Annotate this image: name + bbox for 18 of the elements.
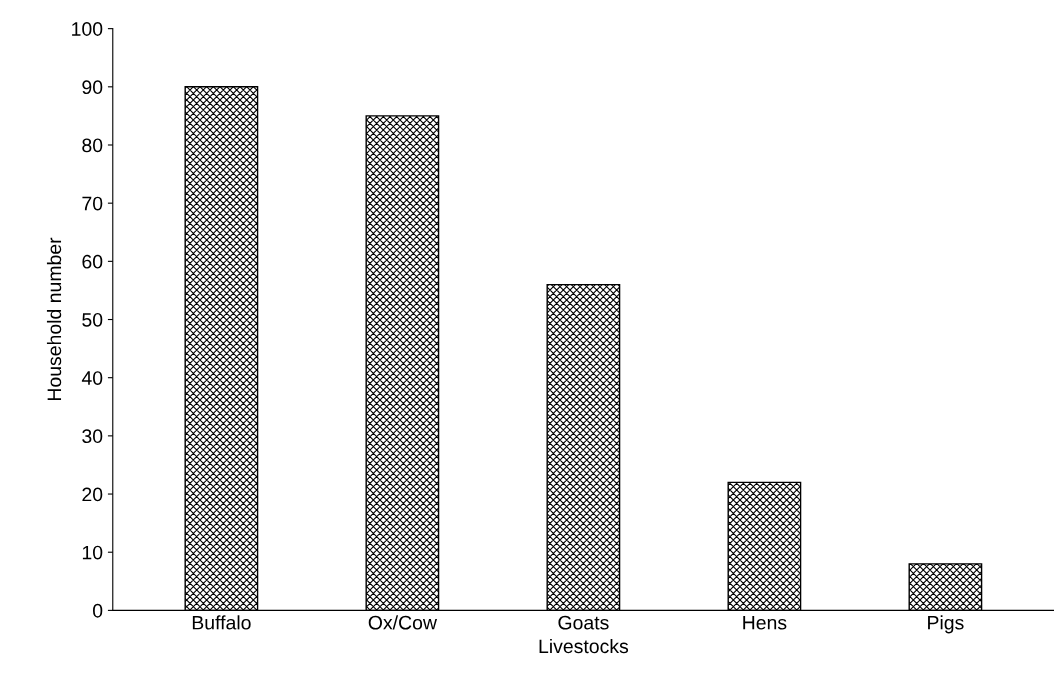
x-axis-title: Livestocks <box>539 638 629 654</box>
y-tick-label: 10 <box>82 545 103 560</box>
y-tick-label: 40 <box>81 371 103 385</box>
y-tick-label: 50 <box>82 312 103 327</box>
y-tick-label: 0 <box>93 603 103 618</box>
y-tick-label: 30 <box>82 429 103 444</box>
x-tick-label: Goats <box>558 615 609 630</box>
y-tick-label: 70 <box>82 196 103 211</box>
y-tick-label: 60 <box>82 254 103 269</box>
y-tick-label: 90 <box>82 80 103 95</box>
y-tick-label: 80 <box>82 138 103 153</box>
y-tick-label: 20 <box>82 487 103 502</box>
x-tick-label: Hens <box>743 615 787 630</box>
x-tick-label: Pigs <box>928 615 964 634</box>
x-tick-label: Buffalo <box>192 615 251 630</box>
y-tick-label: 100 <box>72 22 103 36</box>
y-axis-title: Household number <box>46 237 62 401</box>
x-tick-label: Ox/Cow <box>368 615 438 630</box>
